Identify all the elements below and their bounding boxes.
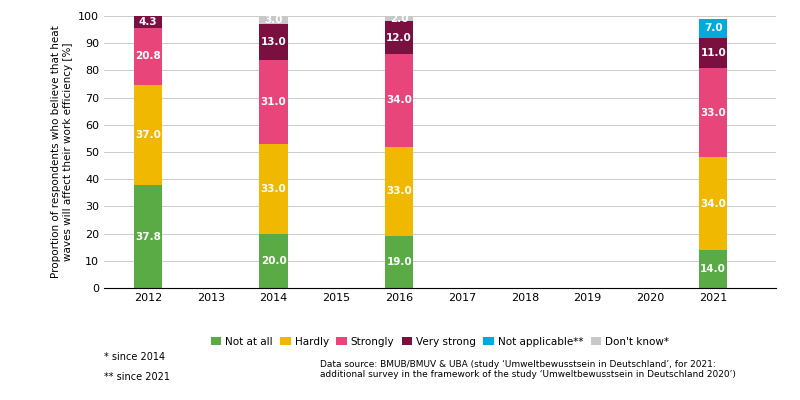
- Text: 2.0: 2.0: [390, 14, 409, 24]
- Text: 34.0: 34.0: [700, 199, 726, 209]
- Bar: [259, 16, 288, 24]
- Text: 11.0: 11.0: [700, 48, 726, 58]
- Text: 33.0: 33.0: [261, 184, 286, 194]
- Bar: [385, 236, 414, 288]
- Bar: [385, 22, 414, 54]
- Bar: [385, 16, 414, 22]
- Text: 19.0: 19.0: [386, 257, 412, 267]
- Text: 14.0: 14.0: [700, 264, 726, 274]
- Y-axis label: Proportion of respondents who believe that heat
waves will affect their work eff: Proportion of respondents who believe th…: [51, 26, 73, 278]
- Bar: [259, 234, 288, 288]
- Text: Data source: BMUB/BMUV & UBA (study ‘Umweltbewusstsein in Deutschland’, for 2021: Data source: BMUB/BMUV & UBA (study ‘Umw…: [320, 360, 736, 379]
- Text: 33.0: 33.0: [700, 108, 726, 118]
- Bar: [134, 185, 162, 288]
- Text: 12.0: 12.0: [386, 33, 412, 43]
- Text: 33.0: 33.0: [386, 186, 412, 196]
- Text: 13.0: 13.0: [261, 37, 286, 47]
- Bar: [385, 54, 414, 146]
- Bar: [134, 28, 162, 84]
- Bar: [134, 84, 162, 185]
- Text: ** since 2021: ** since 2021: [104, 372, 170, 382]
- Text: 20.8: 20.8: [135, 51, 161, 61]
- Text: 37.0: 37.0: [135, 130, 161, 140]
- Text: 7.0: 7.0: [704, 23, 722, 33]
- Bar: [699, 158, 727, 250]
- Text: 31.0: 31.0: [261, 97, 286, 107]
- Bar: [699, 19, 727, 38]
- Bar: [699, 68, 727, 158]
- Bar: [259, 60, 288, 144]
- Text: 34.0: 34.0: [386, 95, 412, 105]
- Text: 20.0: 20.0: [261, 256, 286, 266]
- Text: 4.3: 4.3: [138, 17, 158, 27]
- Bar: [699, 250, 727, 288]
- Text: 3.0: 3.0: [264, 15, 283, 25]
- Text: * since 2014: * since 2014: [104, 352, 165, 362]
- Bar: [699, 38, 727, 68]
- Bar: [385, 146, 414, 236]
- Bar: [259, 24, 288, 60]
- Text: 37.8: 37.8: [135, 232, 161, 242]
- Legend: Not at all, Hardly, Strongly, Very strong, Not applicable**, Don't know*: Not at all, Hardly, Strongly, Very stron…: [210, 337, 670, 347]
- Bar: [259, 144, 288, 234]
- Bar: [134, 16, 162, 28]
